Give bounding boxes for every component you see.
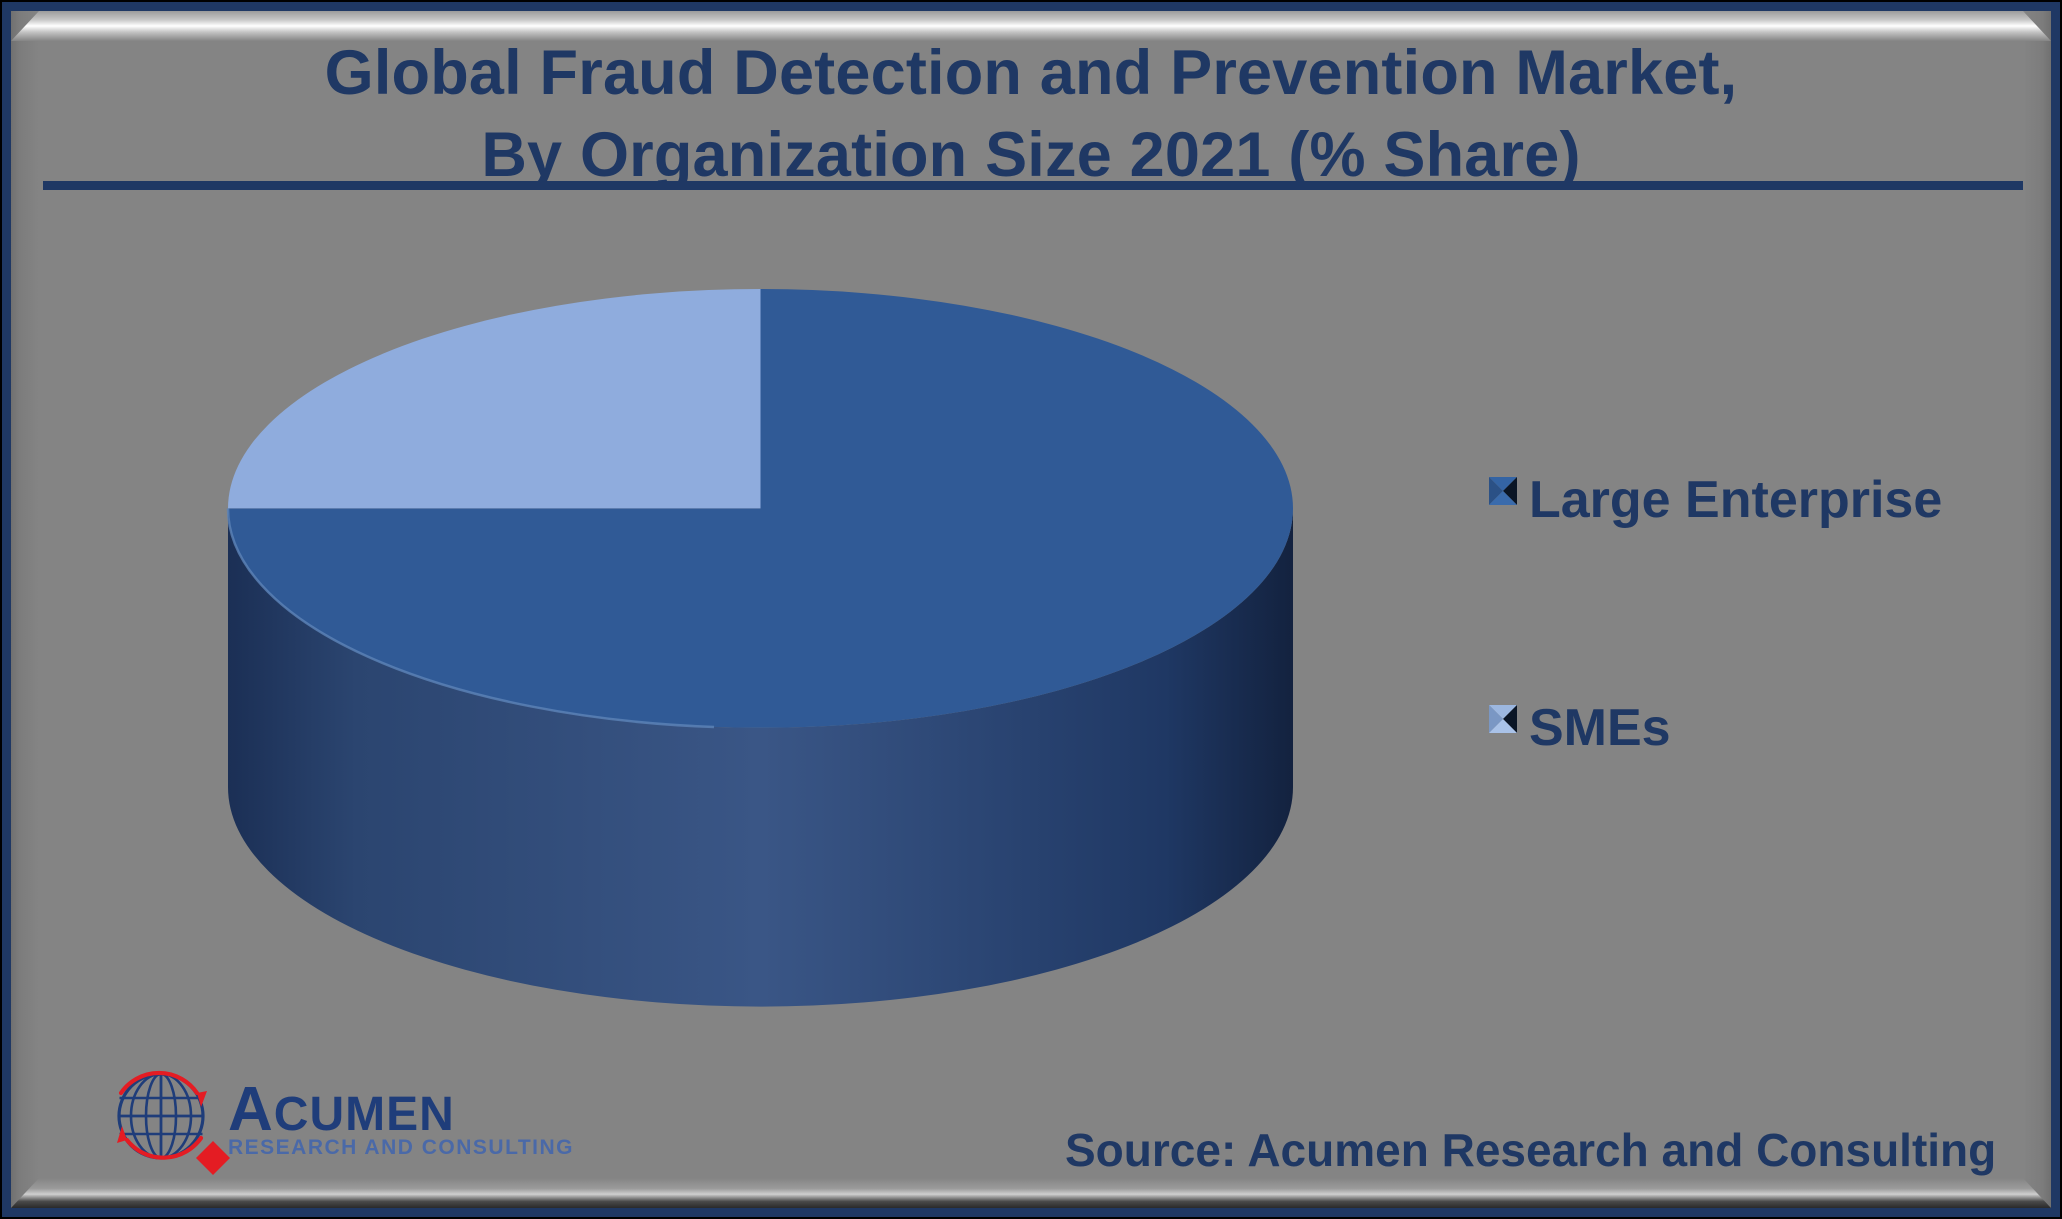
svg-text:RESEARCH AND CONSULTING: RESEARCH AND CONSULTING: [228, 1136, 574, 1159]
